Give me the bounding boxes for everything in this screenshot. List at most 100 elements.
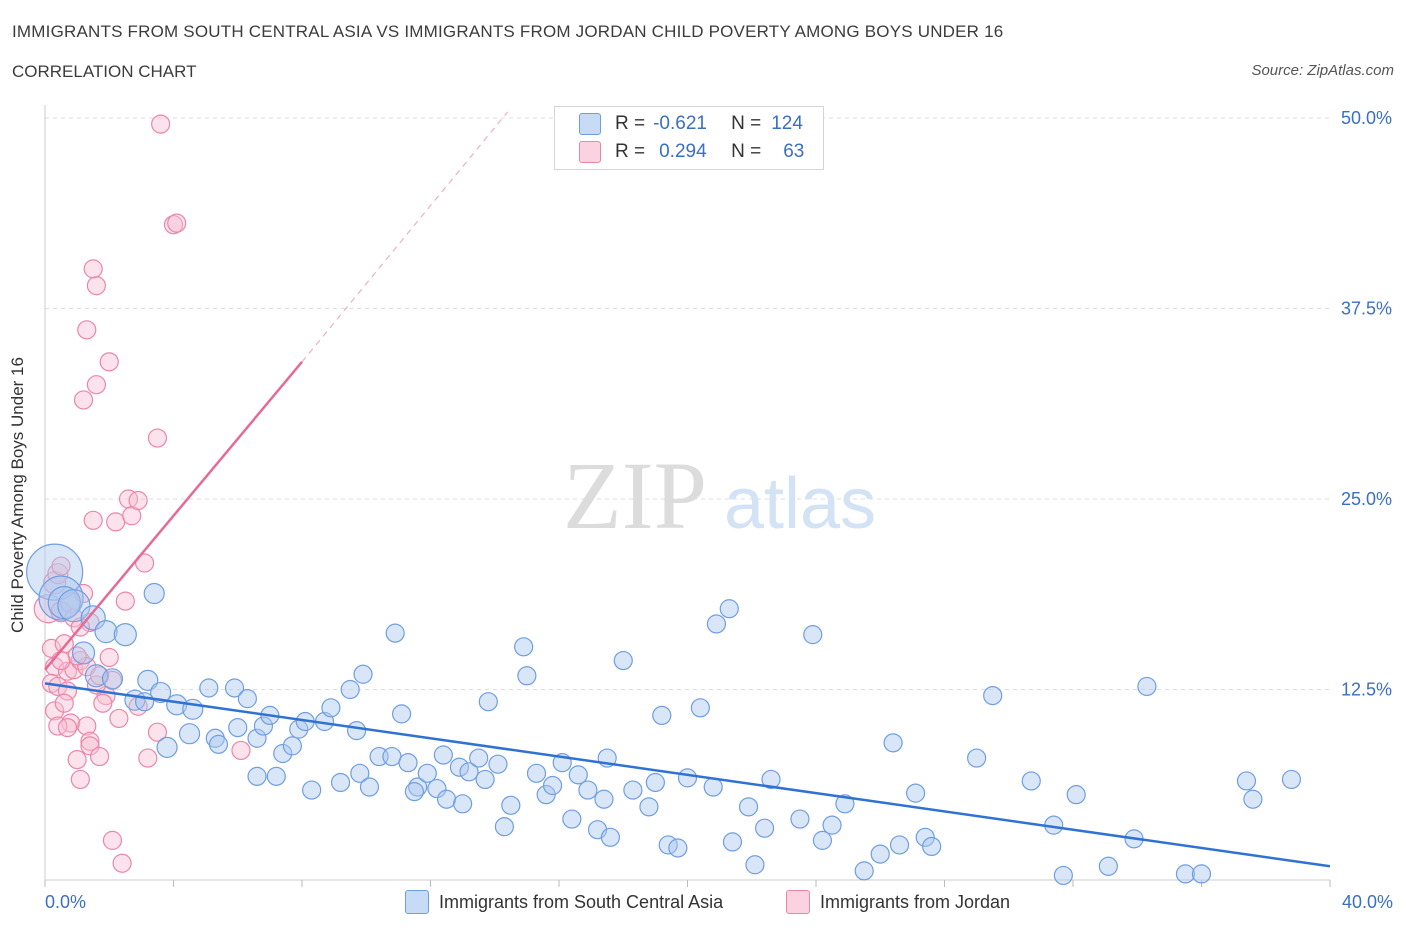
data-point-south-central-asia — [922, 836, 942, 857]
data-point-south-central-asia — [803, 625, 823, 645]
chart-subtitle: CORRELATION CHART — [12, 62, 197, 81]
data-point-south-central-asia — [745, 855, 765, 875]
y-tick-label: 25.0% — [1341, 489, 1392, 509]
data-point-south-central-asia — [983, 685, 1003, 706]
data-point-south-central-asia — [137, 669, 159, 691]
data-point-south-central-asia — [905, 783, 926, 803]
data-point-south-central-asia — [722, 832, 743, 852]
y-tick-label: 50.0% — [1341, 108, 1392, 128]
data-point-south-central-asia — [427, 778, 447, 799]
data-point-south-central-asia — [247, 766, 267, 786]
legend-label-jordan: Immigrants from Jordan — [820, 891, 1011, 912]
x-tick-label: 0.0% — [45, 892, 86, 912]
data-point-south-central-asia — [321, 698, 341, 718]
axes — [44, 105, 1331, 887]
data-point-south-central-asia — [143, 582, 165, 605]
data-point-south-central-asia — [417, 763, 437, 783]
series-south-central-asia-points — [26, 543, 1302, 886]
data-point-jordan — [106, 512, 126, 532]
data-point-south-central-asia — [542, 775, 563, 796]
data-point-south-central-asia — [1137, 676, 1157, 697]
data-point-south-central-asia — [330, 772, 351, 793]
r-label: R = — [615, 113, 646, 134]
data-point-south-central-asia — [690, 698, 710, 718]
data-point-jordan — [147, 722, 168, 742]
data-point-south-central-asia — [178, 723, 201, 745]
data-point-south-central-asia — [738, 797, 759, 817]
data-point-south-central-asia — [113, 623, 137, 647]
data-point-jordan — [67, 750, 87, 770]
data-point-jordan — [138, 748, 158, 768]
data-point-jordan — [45, 701, 65, 721]
data-point-south-central-asia — [1243, 789, 1263, 809]
data-point-jordan — [80, 736, 100, 756]
data-point-south-central-asia — [398, 753, 418, 773]
legend-item-jordan[interactable]: Immigrants from Jordan — [786, 888, 1010, 916]
data-point-south-central-asia — [150, 681, 172, 704]
data-point-south-central-asia — [253, 716, 274, 736]
data-point-south-central-asia — [600, 827, 621, 847]
tick-labels: 12.5% 25.0% 37.5% 50.0% 0.0% 40.0% — [45, 108, 1393, 912]
data-point-jordan — [51, 650, 71, 671]
data-point-jordan — [167, 213, 187, 233]
gridlines — [45, 117, 1330, 690]
legend-item-south-central-asia[interactable]: Immigrants from South Central Asia — [405, 888, 723, 916]
legend-row-blue: R = -0.621 N = 124 — [579, 112, 803, 136]
data-point-south-central-asia — [134, 692, 155, 712]
data-point-south-central-asia — [436, 789, 457, 809]
data-point-south-central-asia — [1175, 864, 1196, 884]
data-point-south-central-asia — [94, 619, 118, 644]
data-point-south-central-asia — [475, 769, 495, 790]
data-point-jordan — [83, 510, 103, 530]
data-point-south-central-asia — [404, 782, 425, 802]
data-point-jordan — [86, 276, 107, 296]
data-point-south-central-asia — [1236, 771, 1257, 791]
data-point-south-central-asia — [478, 692, 498, 712]
data-point-south-central-asia — [719, 599, 739, 619]
data-point-south-central-asia — [761, 769, 781, 790]
data-point-south-central-asia — [385, 623, 405, 643]
data-point-south-central-asia — [237, 689, 257, 709]
data-point-south-central-asia — [382, 746, 402, 767]
data-point-jordan — [86, 375, 107, 395]
data-point-south-central-asia — [224, 678, 245, 698]
data-point-jordan — [128, 490, 148, 511]
data-point-south-central-asia — [812, 830, 833, 850]
data-point-south-central-asia — [469, 748, 489, 768]
data-point-south-central-asia — [1021, 771, 1041, 791]
trend-line-south-central-asia — [44, 682, 1331, 868]
data-point-south-central-asia — [623, 780, 643, 800]
data-point-south-central-asia — [80, 605, 106, 631]
data-point-south-central-asia — [517, 666, 537, 686]
n-label: N = — [731, 113, 762, 134]
data-point-south-central-asia — [84, 664, 109, 688]
n-value-blue: 124 — [771, 113, 803, 134]
data-point-jordan — [151, 114, 171, 134]
data-point-south-central-asia — [526, 763, 547, 783]
data-point-south-central-asia — [71, 641, 96, 665]
data-point-jordan — [77, 320, 97, 340]
data-point-south-central-asia — [594, 789, 614, 809]
data-point-jordan — [115, 591, 135, 611]
data-point-south-central-asia — [494, 817, 514, 837]
series-jordan-points — [33, 114, 251, 873]
data-point-south-central-asia — [353, 664, 373, 684]
pink-legend-swatch — [786, 890, 810, 914]
watermark-zip: ZIP — [563, 442, 707, 549]
source-credit: Source: ZipAtlas.com — [1251, 62, 1394, 79]
r-label: R = — [615, 141, 646, 162]
data-point-south-central-asia — [578, 780, 598, 800]
data-point-jordan — [147, 428, 168, 448]
data-point-south-central-asia — [266, 766, 286, 786]
data-point-south-central-asia — [340, 679, 360, 700]
data-point-south-central-asia — [645, 772, 665, 793]
data-point-south-central-asia — [854, 861, 874, 881]
data-point-south-central-asia — [228, 717, 248, 738]
data-point-jordan — [73, 390, 94, 410]
r-value-pink: 0.294 — [659, 141, 707, 162]
data-point-south-central-asia — [967, 748, 987, 768]
data-point-south-central-asia — [706, 614, 727, 634]
data-point-south-central-asia — [1066, 785, 1086, 805]
y-tick-label: 37.5% — [1341, 299, 1392, 319]
